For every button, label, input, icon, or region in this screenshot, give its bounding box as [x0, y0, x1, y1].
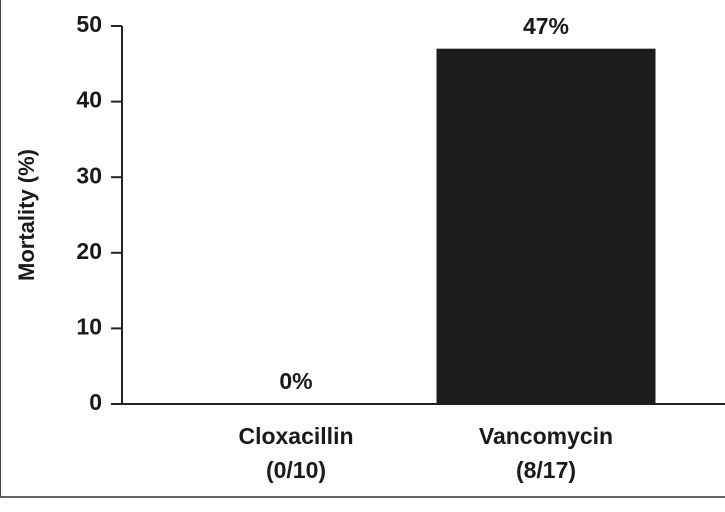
y-tick-label: 30: [76, 162, 102, 188]
bar: [436, 48, 656, 405]
y-tick-label: 10: [76, 313, 102, 339]
y-tick-label: 50: [76, 11, 102, 37]
value-label: 47%: [523, 13, 569, 39]
x-tick-label: (0/10): [266, 457, 326, 483]
y-tick-label: 20: [76, 238, 102, 264]
y-tick-label: 40: [76, 87, 102, 113]
x-tick-label: (8/17): [516, 457, 576, 483]
x-tick-label: Vancomycin: [479, 423, 613, 449]
y-axis-title: Mortality (%): [14, 149, 39, 281]
value-label: 0%: [279, 368, 312, 394]
x-tick-label: Cloxacillin: [238, 423, 353, 449]
y-tick-label: 0: [89, 389, 102, 415]
